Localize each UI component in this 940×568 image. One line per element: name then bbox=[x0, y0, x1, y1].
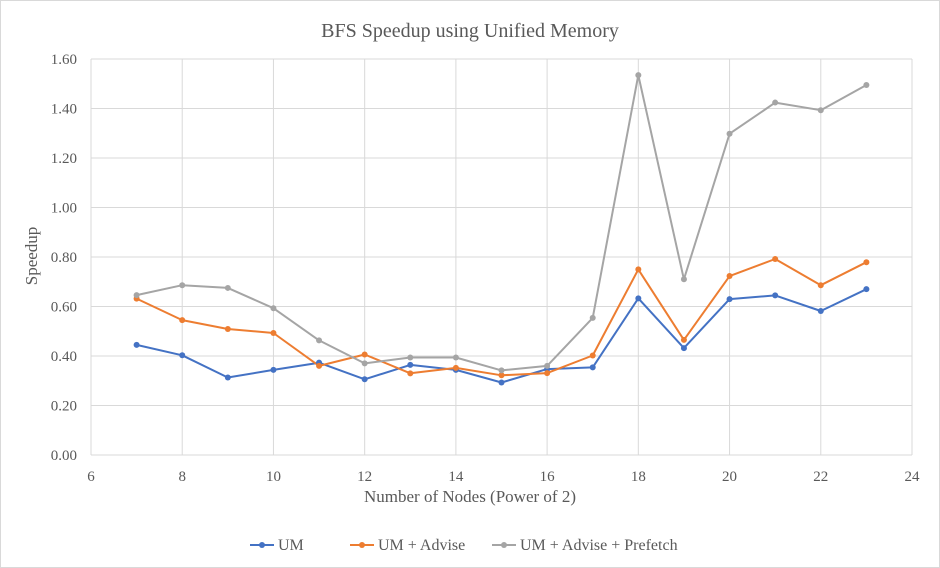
series-line-1 bbox=[136, 258, 867, 377]
x-tick-label: 16 bbox=[540, 469, 556, 485]
data-point bbox=[361, 376, 368, 383]
y-tick-label: 1.40 bbox=[51, 102, 77, 118]
data-point bbox=[133, 292, 140, 299]
series-line-2 bbox=[136, 74, 867, 372]
x-axis-label: Number of Nodes (Power of 2) bbox=[364, 487, 576, 506]
data-point bbox=[635, 266, 642, 273]
data-point bbox=[863, 81, 870, 88]
x-tick-label: 10 bbox=[266, 469, 281, 485]
data-point bbox=[635, 295, 642, 302]
chart-title: BFS Speedup using Unified Memory bbox=[321, 20, 619, 42]
legend-label: UM bbox=[278, 537, 304, 554]
x-tick-label: 22 bbox=[813, 469, 828, 485]
data-point bbox=[407, 354, 414, 361]
data-point bbox=[498, 372, 505, 379]
data-point bbox=[817, 282, 824, 289]
data-point bbox=[361, 351, 368, 358]
data-point bbox=[772, 255, 779, 262]
data-point bbox=[498, 379, 505, 386]
legend-swatch-marker bbox=[359, 542, 365, 548]
legend-swatch-marker bbox=[259, 542, 265, 548]
data-point bbox=[544, 362, 551, 369]
data-point bbox=[817, 107, 824, 114]
series-points bbox=[133, 72, 870, 386]
data-point bbox=[817, 307, 824, 314]
data-point bbox=[179, 282, 186, 289]
legend-label: UM + Advise bbox=[378, 537, 465, 554]
legend: UM UM + Advise UM + Advise + Prefetch bbox=[250, 537, 678, 554]
data-point bbox=[726, 296, 733, 303]
data-point bbox=[179, 352, 186, 359]
y-tick-label: 0.40 bbox=[51, 349, 77, 365]
data-point bbox=[179, 317, 186, 324]
data-point bbox=[726, 273, 733, 280]
data-point bbox=[772, 292, 779, 299]
y-tick-label: 1.20 bbox=[51, 151, 77, 167]
data-point bbox=[680, 336, 687, 343]
data-point bbox=[772, 99, 779, 106]
data-point bbox=[726, 130, 733, 137]
legend-swatch-marker bbox=[501, 542, 507, 548]
data-point bbox=[589, 352, 596, 359]
data-point bbox=[407, 370, 414, 377]
x-tick-label: 14 bbox=[448, 469, 464, 485]
x-tick-label: 18 bbox=[631, 469, 646, 485]
data-point bbox=[224, 374, 231, 381]
data-point bbox=[589, 314, 596, 321]
data-point bbox=[224, 326, 231, 333]
y-tick-labels: 0.00 0.20 0.40 0.60 0.80 1.00 1.20 1.40 1.60 bbox=[51, 52, 77, 464]
data-point bbox=[589, 364, 596, 371]
data-point bbox=[270, 329, 277, 336]
y-tick-label: 1.60 bbox=[51, 52, 77, 68]
data-point bbox=[452, 364, 459, 371]
data-point bbox=[863, 286, 870, 293]
legend-label: UM + Advise + Prefetch bbox=[520, 537, 678, 554]
y-tick-label: 0.80 bbox=[51, 250, 77, 266]
data-point bbox=[452, 354, 459, 361]
x-tick-label: 6 bbox=[87, 469, 95, 485]
y-tick-label: 1.00 bbox=[51, 201, 77, 217]
data-point bbox=[316, 362, 323, 369]
data-point bbox=[224, 284, 231, 291]
y-tick-label: 0.20 bbox=[51, 399, 77, 415]
x-tick-label: 12 bbox=[357, 469, 372, 485]
y-tick-label: 0.00 bbox=[51, 448, 77, 464]
y-axis-label: Speedup bbox=[22, 227, 41, 286]
data-point bbox=[270, 366, 277, 373]
data-point bbox=[863, 259, 870, 266]
data-point bbox=[270, 305, 277, 312]
data-point bbox=[544, 370, 551, 377]
gridlines bbox=[90, 58, 913, 456]
data-point bbox=[133, 341, 140, 348]
series-lines bbox=[136, 74, 867, 384]
x-tick-labels: 6 8 10 12 14 16 18 20 22 24 bbox=[87, 469, 920, 485]
data-point bbox=[680, 276, 687, 283]
x-tick-label: 8 bbox=[178, 469, 186, 485]
data-point bbox=[316, 337, 323, 344]
x-tick-label: 24 bbox=[905, 469, 921, 485]
y-tick-label: 0.60 bbox=[51, 300, 77, 316]
data-point bbox=[407, 361, 414, 368]
data-point bbox=[498, 367, 505, 374]
x-tick-label: 20 bbox=[722, 469, 737, 485]
data-point bbox=[635, 72, 642, 79]
data-point bbox=[680, 345, 687, 352]
data-point bbox=[361, 360, 368, 367]
